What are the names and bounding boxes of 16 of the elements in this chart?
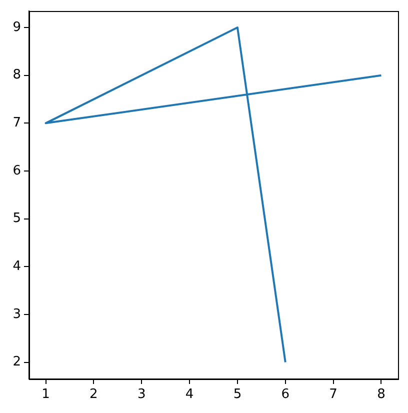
y-tick-label: 5 [12,211,21,226]
x-tick-label: 4 [185,387,194,402]
x-tick-label: 5 [233,387,242,402]
y-tick-label: 7 [12,116,21,131]
y-tick-label: 8 [12,68,21,83]
x-tick-label: 1 [42,387,50,402]
y-tick-label: 2 [12,354,21,370]
y-tick-label: 6 [12,163,21,178]
x-tick-label: 7 [329,387,338,402]
x-tick-label: 3 [137,387,146,402]
y-tick-label: 3 [12,306,21,322]
x-tick-label: 8 [377,387,386,402]
y-tick-label: 4 [12,259,21,274]
x-tick-label: 2 [90,387,98,402]
x-tick-label: 6 [281,387,290,402]
y-tick-label: 9 [12,20,21,35]
